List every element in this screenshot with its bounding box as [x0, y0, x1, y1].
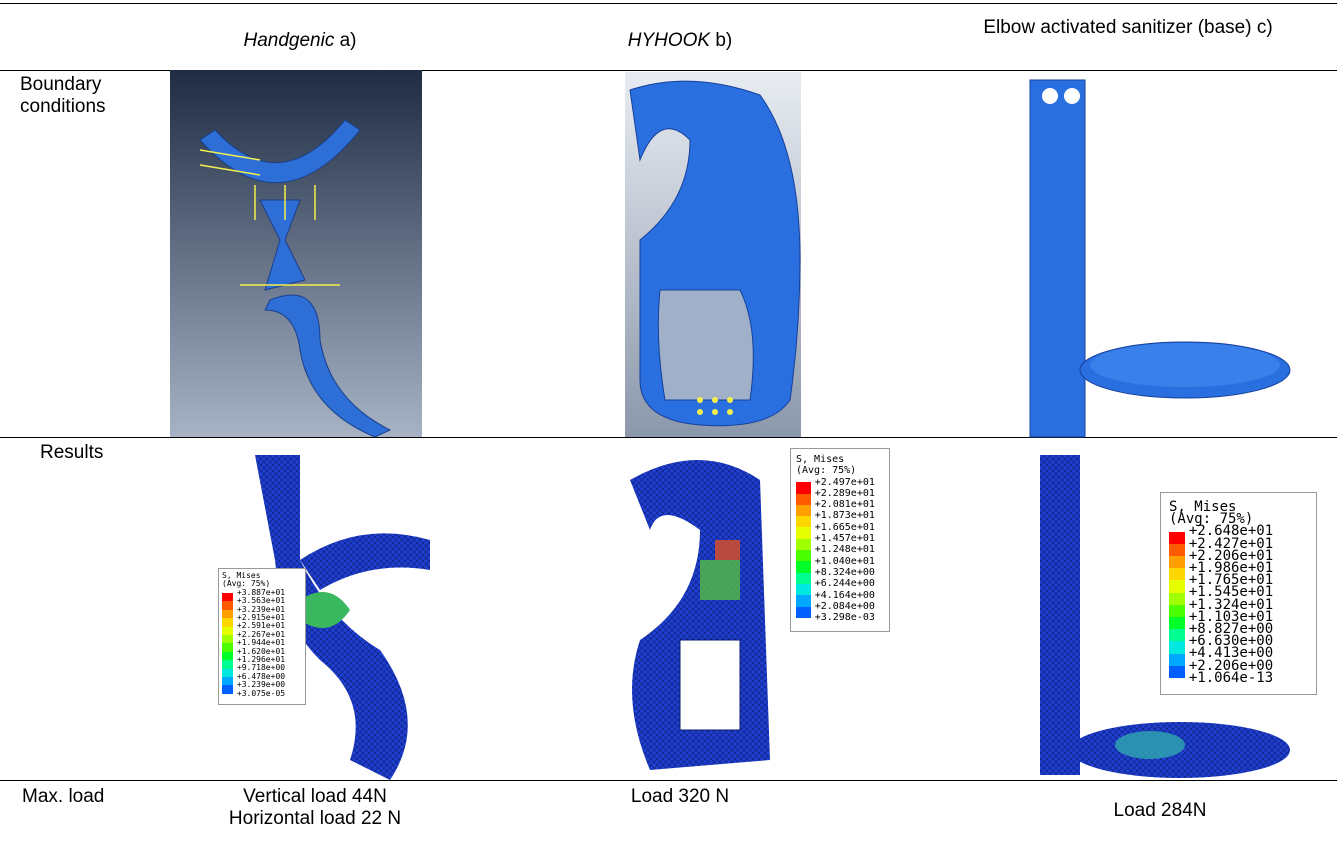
legend-row: +3.298e-03	[796, 612, 884, 623]
legend-value: +1.064e-13	[1189, 670, 1273, 686]
legend-row: +1.040e+01	[796, 556, 884, 567]
legend-value: +3.075e-05	[237, 689, 285, 698]
image-handgenic-bc	[170, 70, 422, 437]
illustrations	[0, 0, 1337, 862]
page: Handgenic a) HYHOOK b) Elbow activated s…	[0, 0, 1337, 862]
legend-row: +3.075e-05	[222, 690, 302, 698]
legend-value: +2.289e+01	[815, 488, 875, 499]
legend-row: +1.248e+01	[796, 544, 884, 555]
legend-row: +8.324e+00	[796, 567, 884, 578]
legend-value: +1.665e+01	[815, 522, 875, 533]
legend-value: +6.244e+00	[815, 578, 875, 589]
legend-row: +2.084e+00	[796, 601, 884, 612]
legend-row: +4.164e+00	[796, 590, 884, 601]
legend-value: +8.324e+00	[815, 567, 875, 578]
stress-legend: S, Mises(Avg: 75%)+2.648e+01+2.427e+01+2…	[1160, 492, 1317, 695]
stress-legend: S, Mises(Avg: 75%)+3.887e+01+3.563e+01+3…	[218, 568, 306, 705]
image-sanitizer-bc	[1030, 80, 1290, 437]
legend-value: +2.084e+00	[815, 601, 875, 612]
legend-row: +1.665e+01	[796, 522, 884, 533]
legend-title: S, Mises	[796, 454, 884, 465]
legend-row: +1.457e+01	[796, 533, 884, 544]
legend-value: +1.457e+01	[815, 533, 875, 544]
legend-value: +1.040e+01	[815, 556, 875, 567]
legend-row: +1.873e+01	[796, 510, 884, 521]
legend-value: +2.081e+01	[815, 499, 875, 510]
legend-value: +3.298e-03	[815, 612, 875, 623]
stress-legend: S, Mises(Avg: 75%)+2.497e+01+2.289e+01+2…	[790, 448, 890, 632]
legend-value: +1.873e+01	[815, 510, 875, 521]
legend-row: +6.244e+00	[796, 578, 884, 589]
legend-row: +2.289e+01	[796, 488, 884, 499]
legend-value: +2.497e+01	[815, 477, 875, 488]
legend-row: +2.497e+01	[796, 477, 884, 488]
legend-value: +1.248e+01	[815, 544, 875, 555]
legend-value: +4.164e+00	[815, 590, 875, 601]
image-hyhook-result	[630, 460, 770, 770]
legend-row: +1.064e-13	[1169, 672, 1308, 684]
legend-subtitle: (Avg: 75%)	[796, 465, 884, 476]
image-hyhook-bc	[625, 72, 801, 437]
legend-row: +2.081e+01	[796, 499, 884, 510]
